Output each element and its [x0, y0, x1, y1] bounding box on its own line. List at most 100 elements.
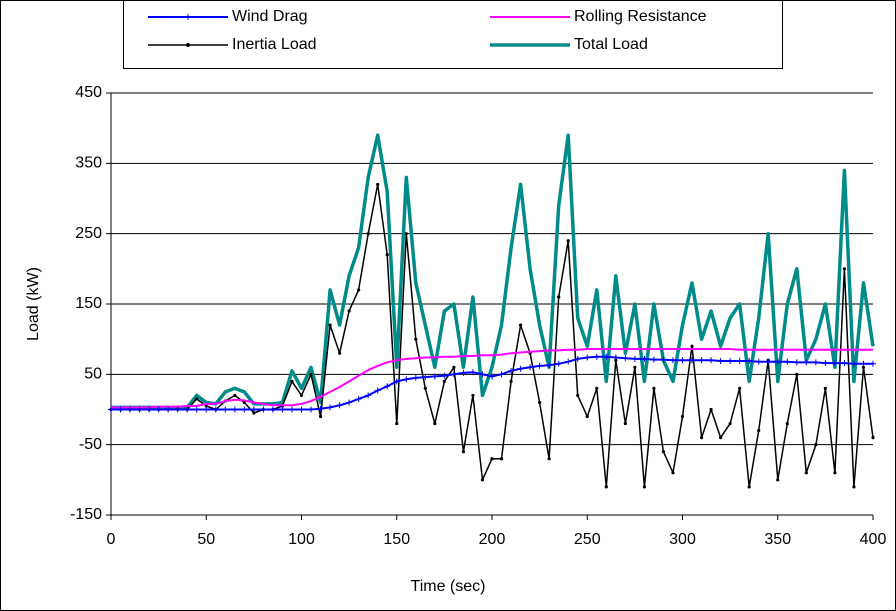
- point-marker: [747, 485, 751, 489]
- y-tick-label: -50: [79, 436, 102, 453]
- legend-box: [123, 0, 783, 69]
- point-marker: [366, 232, 370, 236]
- point-marker: [746, 357, 753, 364]
- point-marker: [660, 356, 667, 363]
- legend-label: Rolling Resistance: [574, 8, 707, 25]
- point-marker: [195, 397, 199, 401]
- point-marker: [346, 399, 353, 406]
- point-marker: [376, 182, 380, 187]
- point-marker: [338, 351, 342, 355]
- point-marker: [127, 406, 134, 413]
- y-tick-label: 50: [84, 366, 102, 383]
- point-marker: [252, 411, 256, 415]
- point-marker: [679, 357, 686, 364]
- point-marker: [593, 353, 600, 360]
- point-marker: [288, 406, 295, 413]
- point-marker: [298, 406, 305, 413]
- point-marker: [357, 288, 361, 292]
- point-marker: [433, 421, 437, 426]
- point-marker: [308, 406, 315, 413]
- point-marker: [204, 404, 208, 408]
- point-marker: [165, 406, 172, 413]
- x-tick-label: 150: [383, 531, 410, 548]
- point-marker: [450, 371, 457, 378]
- point-marker: [803, 359, 810, 366]
- point-marker: [517, 365, 524, 372]
- plot-lines: [108, 133, 876, 489]
- point-marker: [469, 369, 476, 376]
- y-axis-title: Load (kW): [25, 267, 42, 341]
- point-marker: [393, 378, 400, 385]
- point-marker: [146, 406, 153, 413]
- point-marker: [795, 372, 799, 376]
- x-tick-label: 100: [288, 531, 315, 548]
- point-marker: [622, 355, 629, 362]
- point-marker: [841, 360, 848, 367]
- x-tick-label: 400: [860, 531, 887, 548]
- point-marker: [669, 357, 676, 364]
- point-marker: [290, 379, 294, 383]
- point-marker: [793, 359, 800, 366]
- point-marker: [631, 355, 638, 362]
- point-marker: [861, 365, 866, 369]
- point-marker: [471, 393, 475, 398]
- point-marker: [870, 360, 876, 367]
- point-marker: [736, 357, 743, 364]
- point-marker: [661, 450, 666, 454]
- point-marker: [423, 386, 427, 390]
- point-marker: [680, 414, 685, 419]
- point-marker: [860, 360, 867, 367]
- point-marker: [804, 471, 808, 475]
- point-marker: [250, 406, 257, 413]
- point-marker: [452, 365, 456, 369]
- point-marker: [347, 309, 351, 313]
- point-marker: [595, 386, 599, 390]
- point-marker: [852, 485, 856, 489]
- point-marker: [738, 386, 742, 390]
- point-marker: [412, 374, 419, 381]
- point-marker: [108, 406, 114, 413]
- point-marker: [612, 354, 619, 361]
- point-marker: [509, 379, 513, 383]
- point-marker: [538, 400, 542, 405]
- point-marker: [193, 406, 200, 413]
- point-marker: [518, 323, 523, 327]
- point-marker: [776, 478, 780, 482]
- point-marker: [604, 485, 608, 489]
- point-marker: [385, 253, 389, 257]
- x-tick-label: 0: [107, 531, 116, 548]
- point-marker: [222, 406, 229, 413]
- point-marker: [404, 232, 408, 236]
- point-marker: [498, 371, 505, 378]
- point-marker: [374, 387, 381, 394]
- point-marker: [480, 478, 485, 482]
- point-marker: [850, 360, 857, 367]
- point-marker: [719, 436, 723, 440]
- point-marker: [557, 295, 561, 299]
- x-tick-label: 50: [197, 531, 215, 548]
- x-tick-label: 300: [669, 531, 696, 548]
- point-marker: [422, 374, 429, 381]
- point-marker: [212, 406, 219, 413]
- point-marker: [698, 357, 705, 364]
- y-tick-label: 450: [75, 84, 102, 101]
- point-marker: [823, 386, 827, 390]
- series-line: [111, 348, 873, 409]
- point-marker: [585, 414, 589, 419]
- point-marker: [708, 357, 715, 364]
- point-marker: [279, 406, 286, 413]
- point-marker: [442, 379, 446, 383]
- point-marker: [555, 360, 562, 367]
- point-marker: [431, 373, 438, 380]
- point-marker: [547, 457, 551, 461]
- point-marker: [689, 357, 696, 364]
- point-marker: [652, 386, 656, 390]
- point-marker: [785, 421, 789, 426]
- legend-label: Wind Drag: [232, 8, 308, 25]
- point-marker: [576, 393, 580, 398]
- point-marker: [460, 369, 467, 376]
- point-marker: [395, 421, 399, 426]
